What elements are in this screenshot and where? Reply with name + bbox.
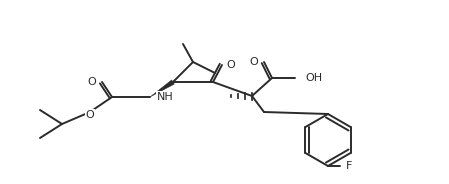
Text: O: O: [86, 110, 94, 120]
Text: NH: NH: [157, 92, 174, 102]
Text: F: F: [346, 161, 352, 171]
Text: O: O: [226, 60, 235, 70]
Text: O: O: [249, 57, 258, 67]
Text: OH: OH: [305, 73, 322, 83]
Text: O: O: [87, 77, 96, 87]
Polygon shape: [150, 80, 174, 97]
